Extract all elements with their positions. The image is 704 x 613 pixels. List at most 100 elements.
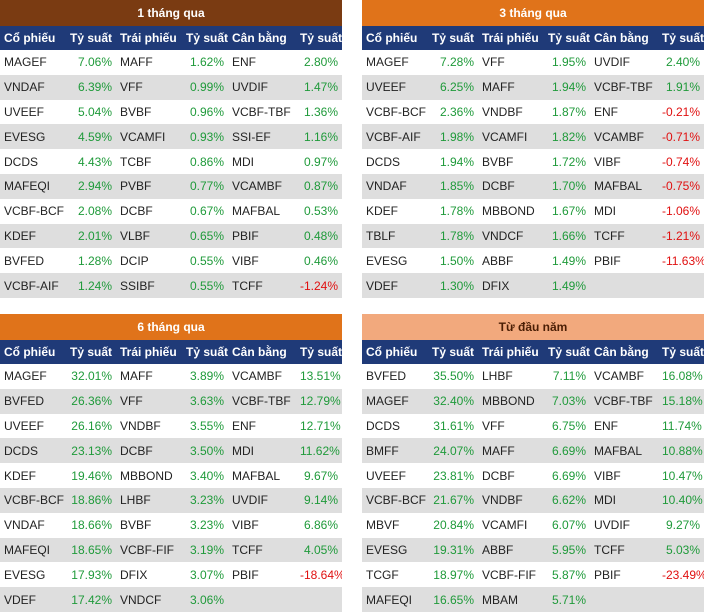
bond-name: MBBOND: [478, 198, 544, 224]
balanced-name: VCBF-TBF: [228, 99, 296, 125]
stock-name: MBVF: [362, 512, 428, 538]
stock-name: TCGF: [362, 562, 428, 588]
stock-yield: 1.24%: [66, 273, 116, 298]
stock-yield: 19.31%: [428, 537, 478, 563]
balanced-name: ENF: [590, 99, 658, 125]
bond-yield: 1.95%: [544, 50, 590, 75]
bond-name: VCAMFI: [478, 512, 544, 538]
bond-yield: 1.70%: [544, 173, 590, 199]
header-yield: Tỷ suất: [182, 26, 228, 50]
balanced-yield: 13.51%: [296, 364, 342, 389]
table-row: KDEF 2.01% VLBF 0.65% PBIF 0.48%: [0, 223, 342, 249]
balanced-name: VCAMBF: [590, 124, 658, 150]
stock-name: VCBF-BCF: [362, 99, 428, 125]
balanced-name: VCAMBF: [228, 173, 296, 199]
bond-name: VCAMFI: [478, 124, 544, 150]
table-row: EVESG 4.59% VCAMFI 0.93% SSI-EF 1.16%: [0, 124, 342, 150]
balanced-yield: -0.71%: [658, 124, 704, 150]
stock-yield: 23.13%: [66, 438, 116, 464]
bond-yield: 3.63%: [182, 388, 228, 414]
balanced-yield: 11.62%: [296, 438, 342, 464]
balanced-name: VCBF-TBF: [590, 388, 658, 414]
bond-yield: 6.69%: [544, 463, 590, 488]
bond-name: ABBF: [478, 537, 544, 563]
table-row: UVEEF 6.25% MAFF 1.94% VCBF-TBF 1.91%: [362, 74, 704, 100]
stock-name: VDEF: [362, 273, 428, 298]
bond-name: VNDBF: [116, 413, 182, 439]
bond-yield: 1.94%: [544, 74, 590, 100]
balanced-name: ENF: [228, 50, 296, 75]
stock-yield: 35.50%: [428, 364, 478, 389]
stock-yield: 2.94%: [66, 173, 116, 199]
header-balanced: Cân bằng: [590, 26, 658, 50]
stock-name: UVEEF: [0, 413, 66, 439]
balanced-yield: 5.03%: [658, 537, 704, 563]
bond-name: VCBF-FIF: [116, 537, 182, 563]
stock-name: VNDAF: [362, 173, 428, 199]
table-row: VCBF-AIF 1.98% VCAMFI 1.82% VCAMBF -0.71%: [362, 124, 704, 150]
stock-yield: 20.84%: [428, 512, 478, 538]
balanced-yield: 12.79%: [296, 388, 342, 414]
balanced-yield: -1.06%: [658, 198, 704, 224]
stock-yield: 7.28%: [428, 50, 478, 75]
balanced-yield: [658, 587, 704, 612]
header-bond: Trái phiếu: [116, 340, 182, 364]
header-balanced: Cân bằng: [228, 340, 296, 364]
stock-name: KDEF: [0, 223, 66, 249]
header-yield: Tỷ suất: [544, 340, 590, 364]
stock-name: MAGEF: [0, 50, 66, 75]
table-row: VNDAF 18.66% BVBF 3.23% VIBF 6.86%: [0, 512, 342, 538]
balanced-name: MAFBAL: [590, 173, 658, 199]
balanced-yield: 15.18%: [658, 388, 704, 414]
bond-name: VNDBF: [478, 99, 544, 125]
bond-name: VCBF-FIF: [478, 562, 544, 588]
balanced-name: MAFBAL: [590, 438, 658, 464]
table-row: VDEF 1.30% DFIX 1.49%: [362, 273, 704, 298]
stock-yield: 6.39%: [66, 74, 116, 100]
stock-name: VCBF-AIF: [362, 124, 428, 150]
header-yield: Tỷ suất: [658, 26, 704, 50]
balanced-yield: 10.47%: [658, 463, 704, 488]
table-row: TCGF 18.97% VCBF-FIF 5.87% PBIF -23.49%: [362, 562, 704, 588]
balanced-yield: 1.91%: [658, 74, 704, 100]
header-yield: Tỷ suất: [296, 26, 342, 50]
balanced-yield: 12.71%: [296, 413, 342, 439]
stock-yield: 17.42%: [66, 587, 116, 612]
stock-yield: 17.93%: [66, 562, 116, 588]
balanced-yield: 9.67%: [296, 463, 342, 488]
stock-yield: 1.98%: [428, 124, 478, 150]
stock-name: MAFEQI: [0, 537, 66, 563]
stock-name: TBLF: [362, 223, 428, 249]
balanced-yield: -1.24%: [296, 273, 342, 298]
header-yield: Tỷ suất: [66, 26, 116, 50]
stock-name: BVFED: [0, 388, 66, 414]
balanced-name: [590, 587, 658, 612]
bond-name: SSIBF: [116, 273, 182, 298]
balanced-yield: 0.53%: [296, 198, 342, 224]
bond-yield: 6.62%: [544, 487, 590, 513]
header-yield: Tỷ suất: [658, 340, 704, 364]
bond-yield: 5.71%: [544, 587, 590, 612]
table-row: MAFEQI 2.94% PVBF 0.77% VCAMBF 0.87%: [0, 173, 342, 199]
bond-name: VFF: [478, 50, 544, 75]
bond-name: ABBF: [478, 248, 544, 274]
stock-yield: 1.30%: [428, 273, 478, 298]
balanced-name: SSI-EF: [228, 124, 296, 150]
stock-name: BVFED: [362, 364, 428, 389]
bond-yield: 1.72%: [544, 149, 590, 174]
balanced-yield: 16.08%: [658, 364, 704, 389]
bond-name: MBBOND: [478, 388, 544, 414]
bond-name: VNDCF: [116, 587, 182, 612]
balanced-yield: 1.47%: [296, 74, 342, 100]
balanced-yield: [658, 273, 704, 298]
balanced-yield: 0.46%: [296, 248, 342, 274]
stock-yield: 1.78%: [428, 198, 478, 224]
bond-name: BVBF: [116, 99, 182, 125]
balanced-name: ENF: [228, 413, 296, 439]
header-yield: Tỷ suất: [428, 26, 478, 50]
balanced-name: PBIF: [228, 223, 296, 249]
stock-name: EVESG: [0, 124, 66, 150]
bond-name: VLBF: [116, 223, 182, 249]
header-bond: Trái phiếu: [478, 26, 544, 50]
bond-yield: 3.07%: [182, 562, 228, 588]
